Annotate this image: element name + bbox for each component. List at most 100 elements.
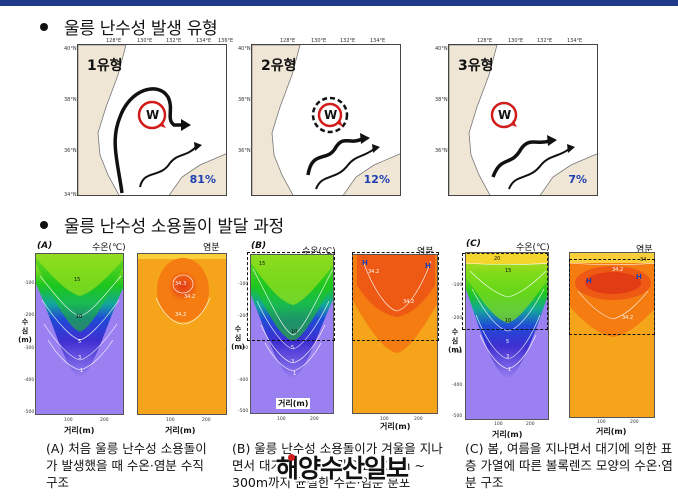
contour-label: 34.2 [403, 299, 415, 305]
lat-tick: 40°N [64, 46, 77, 52]
salinity-field [353, 255, 437, 413]
panel-letter-a: (A) [37, 241, 53, 251]
current-arrow-head [547, 135, 557, 146]
header-bar [0, 0, 678, 6]
distance-tick: 200 [100, 418, 109, 423]
lon-tick: 130°E [137, 38, 153, 44]
depth-axis-text: 수 심 (m) [231, 325, 245, 351]
contour-label: 1 [293, 371, 297, 377]
depth-tick: -200 [24, 313, 35, 318]
current-arrow-head [181, 119, 191, 131]
high-salinity-mark: H [362, 259, 368, 267]
map-type-3: 3유형 W 7% [448, 44, 598, 196]
contour-label: 5 [78, 339, 82, 345]
salinity-heading: 염분 [636, 245, 653, 255]
contour-label: 1 [80, 368, 84, 374]
distance-tick: 100 [597, 420, 606, 425]
japan-land [342, 153, 400, 195]
contour-label: 15 [505, 268, 512, 274]
lat-tick: 34°N [64, 192, 77, 198]
contour-label: 34.2 [184, 294, 196, 300]
lens-layer-box [462, 253, 548, 330]
depth-tick: -300 [452, 350, 463, 355]
caption-c: (C) 봄, 여름을 지나면서 대기에 의한 표층 가열에 따른 볼록렌즈 모양… [465, 441, 673, 490]
contour-label: 15 [259, 261, 266, 267]
section-title-text: 울릉 난수성 소용돌이 발달 과정 [64, 217, 284, 237]
depth-tick: -300 [238, 346, 249, 351]
warm-current-path [491, 139, 550, 178]
warm-eddy-ring [490, 101, 518, 129]
contour-label: 34.2 [612, 267, 624, 273]
distance-axis-label: 거리(m) [276, 398, 311, 409]
eddy-rotation-arrow [338, 120, 343, 127]
section-title-eddy-development: 울릉 난수성 소용돌이 발달 과정 [40, 212, 284, 237]
map-type-3-graphic [449, 45, 597, 195]
lat-tick: 36°N [435, 148, 448, 154]
contour-label: 34.3 [175, 281, 187, 287]
lat-tick: 40°N [238, 46, 251, 52]
watermark-text: 해양수산일보 [276, 454, 409, 483]
distance-tick: 100 [494, 422, 503, 427]
coastal-current-path [315, 148, 375, 190]
lens-layer-box [569, 259, 655, 335]
temperature-heading: 수온(℃) [92, 243, 126, 253]
lon-tick: 130°E [311, 38, 327, 44]
map-type-label: 3유형 [458, 58, 494, 74]
distance-axis-label: 거리(m) [380, 422, 411, 431]
map-percentage: 81% [189, 173, 216, 186]
contour-label: 34 [640, 257, 647, 263]
contour-label: 10 [505, 318, 512, 324]
eddy-rotation-arrow [511, 120, 517, 127]
distance-tick: 100 [64, 418, 73, 423]
lon-tick: 134°E [196, 38, 212, 44]
distance-tick: 200 [630, 420, 639, 425]
distance-tick: 200 [310, 417, 319, 422]
depth-axis-label: 수 심 (m) [448, 328, 462, 355]
korean-peninsula-land [449, 45, 498, 195]
map-type-label: 2유형 [261, 58, 297, 74]
salinity-heading: 염분 [203, 243, 220, 253]
coastal-arrow-head [372, 144, 380, 153]
coastal-arrow-head [194, 142, 202, 151]
map-type-label: 1유형 [87, 58, 123, 74]
eddy-rotation-arrow [160, 122, 166, 128]
distance-axis-label: 거리(m) [596, 427, 627, 436]
temperature-field [251, 255, 333, 413]
temperature-field [466, 253, 548, 419]
contour-label: 10 [291, 329, 298, 335]
coastal-current-path [139, 146, 197, 188]
temperature-field [36, 254, 123, 414]
contour-label: 3 [506, 354, 510, 360]
contour-label: 3 [78, 355, 82, 361]
depth-tick: -400 [238, 378, 249, 383]
depth-tick: -400 [452, 383, 463, 388]
lat-tick: 38°N [238, 97, 251, 103]
distance-tick: 100 [166, 418, 175, 423]
warm-current-path [306, 137, 363, 176]
lon-tick: 134°E [567, 38, 583, 44]
watermark-dot [288, 454, 295, 461]
depth-axis-label: 수 심 (m) [18, 318, 32, 345]
distance-tick: 200 [414, 417, 423, 422]
salinity-section-a: 34.3 34.2 34.2 [137, 253, 227, 415]
eddy-symbol: W [324, 108, 338, 122]
current-arrow-head [360, 133, 370, 144]
distance-tick: 100 [380, 417, 389, 422]
high-salinity-mark: H [425, 262, 431, 270]
contour-label: 3 [291, 359, 295, 365]
depth-tick: -100 [238, 282, 249, 287]
lon-tick: 130°E [508, 38, 524, 44]
depth-tick: -100 [24, 281, 35, 286]
salinity-field [570, 253, 654, 417]
panel-letter-b: (B) [251, 241, 267, 251]
lat-tick: 40°N [435, 46, 448, 52]
bullet-icon [40, 221, 48, 229]
depth-tick: -500 [238, 409, 249, 414]
contour-label: 10 [76, 314, 83, 320]
korean-peninsula-land [78, 45, 127, 195]
japan-land [168, 153, 226, 195]
lon-tick: 132°E [537, 38, 553, 44]
map-type-1-graphic [78, 45, 226, 195]
japan-land [539, 153, 597, 195]
contour-label: 20 [494, 256, 501, 262]
